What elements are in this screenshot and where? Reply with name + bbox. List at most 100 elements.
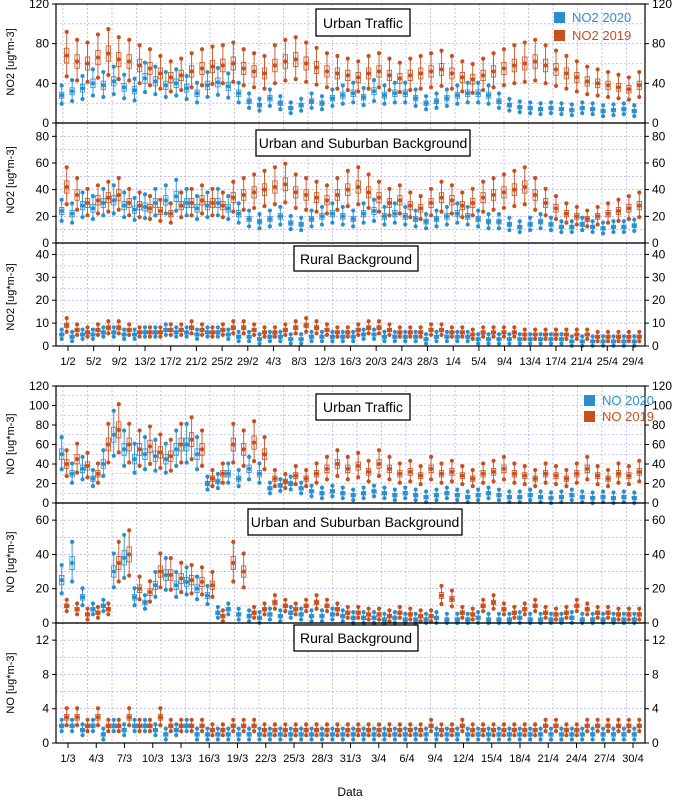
mark-2020-point xyxy=(486,219,491,224)
mark-2019-point xyxy=(595,204,600,210)
mark-2019-box xyxy=(584,215,590,223)
mark-2019-point xyxy=(449,334,455,339)
mark-2020-point xyxy=(600,617,606,622)
mark-2019-point xyxy=(85,723,90,728)
mark-2020-point xyxy=(153,92,158,97)
mark-2019-point xyxy=(179,729,184,734)
mark-2020-point xyxy=(319,334,325,339)
mark-2020-point xyxy=(59,197,64,202)
mark-2020-point xyxy=(111,79,116,84)
mark-2019-box xyxy=(230,437,236,452)
mark-2019-point xyxy=(75,612,80,617)
mark-2020-point xyxy=(496,99,502,104)
mark-2020-point xyxy=(340,93,345,98)
mark-2020-box xyxy=(371,207,377,215)
mark-2020-point xyxy=(569,726,574,731)
mark-2019-point xyxy=(251,610,257,615)
mark-2020-point xyxy=(330,96,335,101)
mark-2019-point xyxy=(553,194,559,199)
mark-2020-point xyxy=(184,717,189,722)
mark-2019-point xyxy=(64,184,69,190)
mark-2019-point xyxy=(137,463,142,468)
mark-2019-point xyxy=(189,85,194,90)
y-tick-label: 20 xyxy=(652,477,666,491)
mark-2019-point xyxy=(428,186,434,192)
mark-2020-point xyxy=(80,728,85,733)
mark-2020-point xyxy=(382,617,387,622)
mark-2020-point xyxy=(101,732,106,737)
mark-2019-point xyxy=(137,729,142,734)
mark-2020-point xyxy=(496,617,502,622)
y-tick-label: 120 xyxy=(29,379,49,393)
mark-2019-point xyxy=(522,165,527,170)
mark-2019-point xyxy=(564,201,569,206)
mark-2020-box xyxy=(69,556,75,571)
mark-2020-point xyxy=(226,732,231,737)
mark-2019-point xyxy=(387,87,392,93)
mark-2020-point xyxy=(528,337,533,342)
mark-2020-point xyxy=(455,83,460,88)
mark-2020-box xyxy=(392,210,398,218)
mark-2019-point xyxy=(179,56,184,61)
mark-2020-point xyxy=(236,484,241,489)
mark-2020-point xyxy=(142,60,148,65)
mark-2020-point xyxy=(205,215,210,220)
mark-2020-point xyxy=(111,92,116,97)
mark-2019-point xyxy=(283,322,288,327)
mark-2019-point xyxy=(501,454,507,459)
title-usb-no2: Urban and Suburban Background xyxy=(255,129,471,157)
mark-2019-point xyxy=(220,327,225,333)
mark-2019-point xyxy=(387,322,392,327)
mark-2019-box xyxy=(574,212,580,220)
mark-2019-point xyxy=(231,539,236,544)
mark-2019-point xyxy=(501,733,507,738)
mark-2019-point xyxy=(616,85,621,90)
mark-2020-point xyxy=(434,737,439,742)
mark-2019-box xyxy=(501,464,507,474)
mark-2020-point xyxy=(580,227,585,233)
mark-2020-point xyxy=(174,447,179,452)
mark-2020-point xyxy=(288,337,293,342)
mark-2019-point xyxy=(574,471,579,476)
mark-2020-point xyxy=(184,334,189,339)
mark-2020-point xyxy=(382,204,387,210)
mark-2019-point xyxy=(533,597,538,602)
mark-2019-point xyxy=(637,469,642,474)
mark-2019-point xyxy=(356,475,361,480)
mark-2019-point xyxy=(179,717,184,722)
mark-2019-point xyxy=(158,723,163,728)
mark-2019-box xyxy=(95,195,101,206)
mark-2020-point xyxy=(371,615,377,620)
mark-2020-point xyxy=(392,493,397,498)
mark-2019-point xyxy=(356,332,361,338)
mark-2019-point xyxy=(439,593,444,598)
mark-2020-point xyxy=(444,214,450,219)
mark-2020-point xyxy=(423,732,429,737)
x-tick-label: 20/3 xyxy=(365,356,386,368)
mark-2019-point xyxy=(585,454,590,459)
mark-2020-point xyxy=(632,109,637,114)
mark-2019-point xyxy=(116,450,121,455)
mark-2020-point xyxy=(59,83,64,88)
title-usb-no: Urban and Suburban Background xyxy=(247,508,463,536)
mark-2020-point xyxy=(548,332,554,337)
mark-2020-point xyxy=(90,332,96,337)
mark-2019-point xyxy=(137,586,142,591)
mark-2019-point xyxy=(543,471,548,476)
mark-2019-point xyxy=(106,325,111,330)
mark-2020-point xyxy=(611,102,616,107)
mark-2020-point xyxy=(580,489,585,494)
mark-2020-box xyxy=(423,100,429,106)
mark-2020-point xyxy=(174,594,179,600)
mark-2019-point xyxy=(626,75,631,80)
mark-2020-point xyxy=(517,495,522,500)
mark-2019-point xyxy=(449,86,455,91)
mark-2019-point xyxy=(512,168,517,173)
mark-2019-point xyxy=(272,202,278,207)
mark-2020-point xyxy=(319,491,325,496)
mark-2020-point xyxy=(330,211,335,216)
mark-2019-point xyxy=(272,476,278,481)
mark-2019-point xyxy=(418,733,423,738)
mark-2019-point xyxy=(85,79,90,84)
mark-2020-point xyxy=(194,597,200,602)
